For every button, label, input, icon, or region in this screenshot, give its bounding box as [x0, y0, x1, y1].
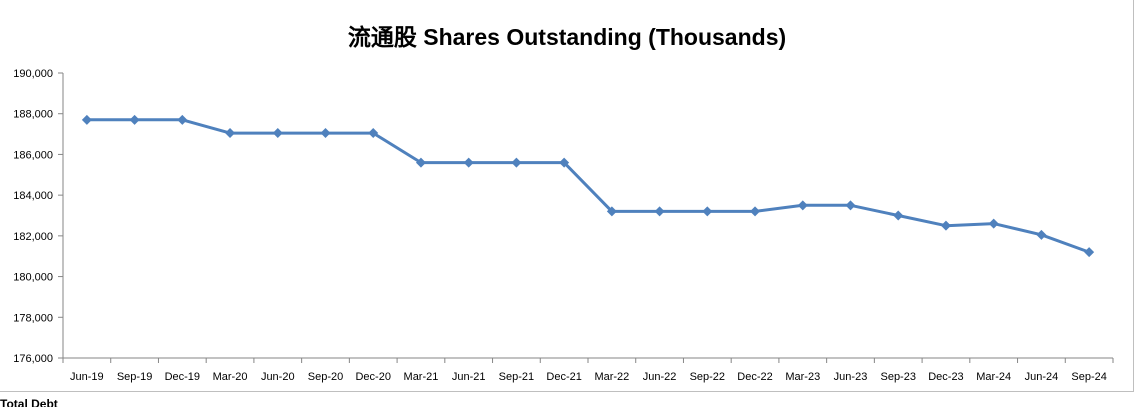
- data-point-marker: [1036, 229, 1047, 240]
- data-point-marker: [129, 114, 140, 125]
- x-tick-label: Dec-21: [546, 371, 581, 383]
- x-tick-label: Dec-23: [928, 371, 963, 383]
- data-point-marker: [415, 157, 426, 168]
- x-tick-label: Dec-22: [737, 371, 772, 383]
- x-tick-label: Dec-20: [355, 371, 390, 383]
- y-tick-label: 186,000: [13, 149, 53, 161]
- y-tick-label: 178,000: [13, 312, 53, 324]
- x-tick-label: Sep-19: [117, 371, 152, 383]
- data-point-marker: [81, 114, 92, 125]
- x-tick-label: Mar-23: [785, 371, 820, 383]
- data-point-marker: [750, 206, 761, 217]
- x-tick-label: Sep-22: [690, 371, 725, 383]
- data-point-marker: [272, 128, 283, 139]
- x-tick-label: Sep-21: [499, 371, 534, 383]
- y-tick-label: 182,000: [13, 231, 53, 243]
- data-point-marker: [702, 206, 713, 217]
- y-tick-label: 188,000: [13, 109, 53, 121]
- data-point-marker: [368, 128, 379, 139]
- y-tick-label: 190,000: [13, 68, 53, 80]
- x-tick-label: Sep-23: [880, 371, 915, 383]
- y-tick-label: 180,000: [13, 272, 53, 284]
- data-point-marker: [463, 157, 474, 168]
- x-tick-label: Jun-20: [261, 371, 295, 383]
- data-point-marker: [940, 220, 951, 231]
- x-tick-label: Mar-20: [213, 371, 248, 383]
- y-axis-tick-labels: 176,000 178,000 180,000 182,000 184,000 186,0…: [13, 68, 53, 365]
- x-tick-label: Mar-21: [404, 371, 439, 383]
- chart-title: 流通股 Shares Outstanding (Thousands): [347, 24, 787, 50]
- chart-frame: [0, 0, 1134, 392]
- chart-axes: [58, 72, 1114, 363]
- data-point-marker: [988, 218, 999, 229]
- data-point-marker: [797, 200, 808, 211]
- x-tick-label: Jun-22: [643, 371, 677, 383]
- data-point-marker: [177, 114, 188, 125]
- data-point-marker: [893, 210, 904, 221]
- x-tick-label: Jun-19: [70, 371, 104, 383]
- data-point-marker: [559, 157, 570, 168]
- series-layer: [81, 114, 1095, 258]
- data-point-marker: [845, 200, 856, 211]
- next-chart-title: Total Debt: [0, 398, 58, 407]
- line-chart: 176,000 178,000 180,000 182,000 184,000 186,0…: [13, 68, 1114, 383]
- data-point-marker: [654, 206, 665, 217]
- data-point-marker: [225, 128, 236, 139]
- x-tick-label: Mar-22: [594, 371, 629, 383]
- x-tick-label: Dec-19: [165, 371, 200, 383]
- x-tick-label: Jun-23: [834, 371, 868, 383]
- data-point-marker: [320, 128, 331, 139]
- y-tick-label: 176,000: [13, 353, 53, 365]
- x-tick-label: Sep-20: [308, 371, 343, 383]
- y-tick-label: 184,000: [13, 190, 53, 202]
- x-axis-tick-labels: Jun-19 Sep-19 Dec-19 Mar-20 Jun-20 Sep-20 Dec-…: [70, 371, 1107, 383]
- data-point-marker: [1084, 247, 1095, 258]
- series-line: [86, 118, 1090, 254]
- x-tick-label: Jun-21: [452, 371, 486, 383]
- data-point-marker: [511, 157, 522, 168]
- x-tick-label: Jun-24: [1025, 371, 1059, 383]
- x-tick-label: Sep-24: [1071, 371, 1106, 383]
- x-tick-label: Mar-24: [976, 371, 1011, 383]
- data-point-marker: [606, 206, 617, 217]
